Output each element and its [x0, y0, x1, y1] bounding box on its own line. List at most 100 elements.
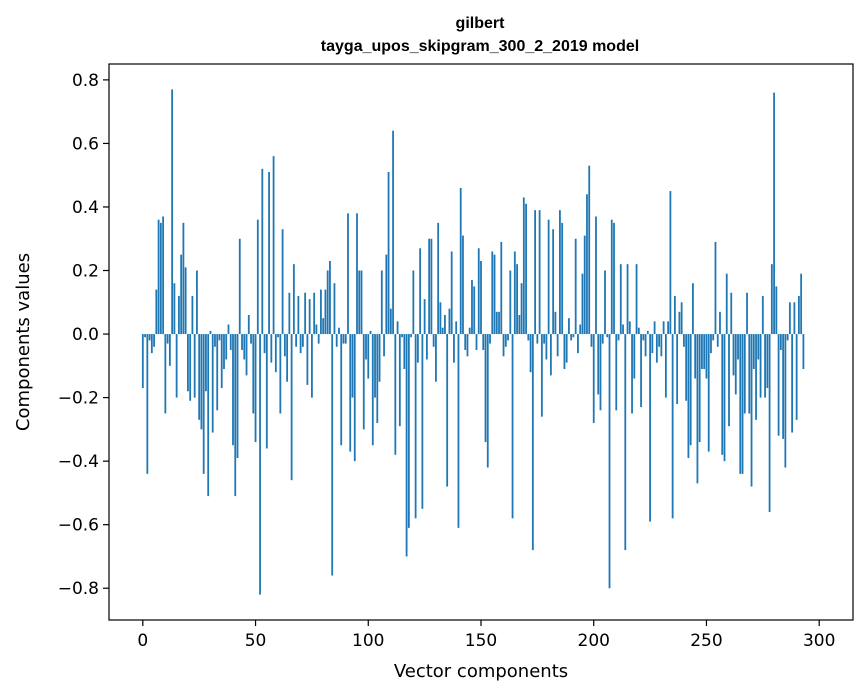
bar-266 — [741, 334, 744, 474]
bar-87 — [338, 327, 340, 335]
bar-134 — [444, 314, 446, 335]
bar-89 — [342, 334, 345, 344]
bar-185 — [559, 210, 561, 335]
bar-77 — [315, 324, 318, 335]
bar-247 — [698, 334, 701, 443]
bar-91 — [347, 213, 349, 335]
bar-68 — [295, 334, 298, 347]
bar-256 — [719, 311, 721, 335]
bar-11 — [166, 334, 169, 344]
bar-177 — [540, 334, 543, 417]
bar-58 — [272, 156, 275, 335]
bar-125 — [423, 299, 426, 335]
bar-23 — [193, 334, 196, 398]
bar-46 — [245, 334, 248, 376]
bar-251 — [707, 334, 710, 452]
bar-278 — [768, 334, 771, 512]
bar-50 — [254, 334, 257, 443]
bar-284 — [782, 334, 785, 439]
bar-39 — [229, 334, 232, 350]
bar-270 — [750, 334, 753, 487]
bar-267 — [743, 334, 746, 414]
bar-115 — [401, 334, 403, 338]
bar-219 — [635, 264, 638, 335]
bar-92 — [349, 334, 352, 452]
bar-1 — [144, 334, 146, 338]
bar-51 — [256, 219, 259, 335]
bar-28 — [205, 334, 207, 392]
bar-24 — [196, 270, 198, 335]
bar-293 — [802, 334, 805, 370]
bar-80 — [322, 318, 325, 335]
bar-171 — [527, 334, 530, 341]
bar-150 — [480, 260, 482, 335]
bar-100 — [367, 334, 370, 379]
bar-17 — [180, 254, 183, 335]
bar-149 — [477, 248, 480, 335]
bar-250 — [705, 334, 708, 379]
y-tick-label-8: 0.8 — [72, 71, 99, 91]
bar-124 — [421, 334, 424, 509]
bar-170 — [525, 203, 527, 335]
bar-74 — [308, 299, 311, 335]
bar-279 — [770, 264, 773, 335]
bar-242 — [687, 334, 690, 458]
bar-157 — [495, 311, 498, 335]
bar-105 — [378, 334, 381, 382]
bar-230 — [660, 334, 663, 357]
bar-249 — [703, 334, 706, 370]
bar-133 — [441, 327, 444, 335]
bar-286 — [786, 334, 789, 341]
y-tick-label-4: 0.0 — [72, 325, 99, 345]
bar-209 — [613, 222, 615, 335]
chart-subtitle: tayga_upos_skipgram_300_2_2019 model — [321, 38, 639, 55]
y-tick-label-2: −0.4 — [58, 452, 99, 472]
bar-64 — [286, 334, 289, 382]
x-axis-ticks: 0 50 100 150 200 250 300 — [137, 620, 835, 651]
bar-276 — [764, 334, 766, 398]
y-axis-ticks: −0.8 −0.6 −0.4 −0.2 0.0 0.2 0.4 0.6 0.8 — [58, 71, 109, 599]
bar-55 — [265, 334, 268, 449]
bar-241 — [685, 334, 688, 401]
bar-189 — [568, 318, 570, 335]
bar-268 — [746, 292, 748, 335]
bar-141 — [459, 187, 462, 335]
bar-145 — [468, 327, 471, 335]
bar-235 — [671, 334, 674, 519]
bar-172 — [529, 334, 532, 373]
bar-254 — [714, 241, 717, 335]
bar-69 — [297, 295, 300, 335]
bar-257 — [721, 334, 724, 455]
bar-110 — [389, 308, 392, 335]
x-axis-label: Vector components — [394, 661, 568, 682]
bar-86 — [335, 334, 338, 347]
bar-183 — [554, 311, 557, 335]
bar-272 — [755, 334, 757, 420]
bar-255 — [716, 334, 719, 347]
bar-47 — [247, 314, 250, 335]
bar-243 — [689, 334, 692, 446]
bar-227 — [653, 321, 656, 335]
bar-190 — [570, 334, 573, 341]
y-tick-label-6: 0.4 — [72, 198, 99, 218]
bar-287 — [788, 302, 791, 335]
bar-20 — [187, 334, 189, 392]
bar-3 — [148, 334, 151, 341]
bar-280 — [773, 92, 775, 335]
bar-206 — [606, 334, 609, 338]
bar-6 — [155, 289, 158, 335]
bar-135 — [446, 334, 449, 487]
bar-180 — [547, 219, 550, 335]
bar-9 — [162, 216, 165, 335]
bar-277 — [766, 334, 769, 389]
bar-291 — [797, 295, 800, 335]
bar-224 — [646, 330, 649, 335]
bar-163 — [509, 270, 512, 335]
bar-19 — [184, 267, 187, 335]
bar-199 — [590, 334, 593, 347]
bar-83 — [329, 260, 331, 335]
bar-233 — [667, 321, 670, 335]
bar-22 — [191, 295, 194, 335]
bar-62 — [281, 229, 284, 335]
bar-13 — [171, 89, 174, 335]
